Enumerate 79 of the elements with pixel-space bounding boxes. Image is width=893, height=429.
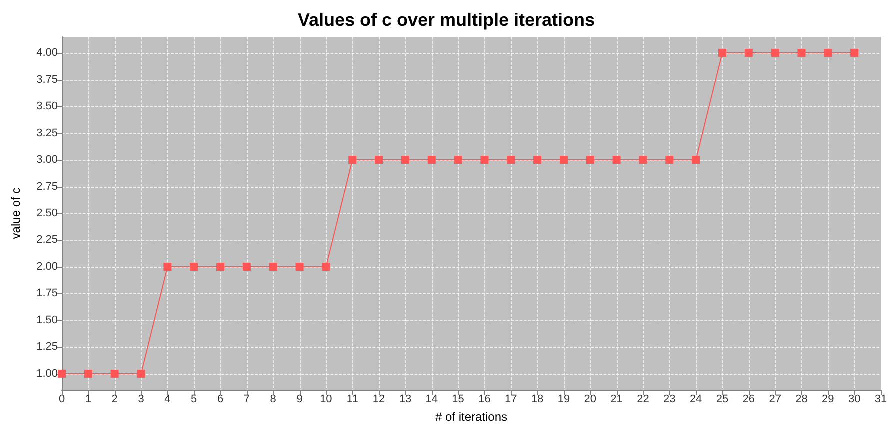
x-tick-label: 29 [822, 394, 834, 406]
x-tick-label: 25 [716, 394, 729, 406]
point [718, 49, 726, 58]
chart-title: Values of c over multiple iterations [298, 10, 596, 30]
x-tick-label: 23 [664, 394, 676, 406]
point [375, 156, 384, 164]
point [639, 156, 648, 164]
x-tick-label: 9 [296, 394, 303, 406]
y-tick-label: 4.00 [36, 47, 58, 60]
x-tick-label: 22 [637, 394, 650, 406]
point [798, 49, 806, 58]
point [84, 370, 92, 378]
x-tick-label: 21 [610, 394, 623, 406]
y-tick-label: 1.25 [36, 341, 58, 354]
point [454, 156, 462, 164]
point [586, 156, 594, 164]
point [269, 262, 278, 271]
x-tick-label: 2 [112, 394, 118, 406]
x-tick-label: 17 [505, 394, 518, 406]
x-tick-label: 10 [320, 394, 332, 406]
x-tick-label: 27 [769, 394, 782, 406]
point [824, 49, 832, 58]
point [534, 156, 542, 164]
x-tick-label: 28 [796, 394, 808, 406]
point [110, 370, 119, 378]
point [771, 49, 780, 58]
point [428, 156, 436, 164]
point [401, 156, 410, 164]
x-tick-label: 19 [558, 394, 570, 406]
y-tick-label: 1.50 [36, 314, 58, 326]
y-tick-label: 2.75 [36, 180, 58, 193]
x-tick-label: 5 [191, 394, 198, 406]
x-tick-label: 6 [217, 394, 224, 406]
point [58, 370, 66, 378]
point [560, 156, 568, 164]
point [666, 156, 674, 164]
x-tick-label: 26 [742, 394, 756, 406]
y-tick-label: 2.25 [36, 234, 58, 246]
point [348, 156, 357, 164]
x-tick-label: 24 [690, 394, 702, 406]
y-tick-label: 3.00 [36, 154, 58, 166]
point [850, 49, 859, 58]
point [612, 156, 621, 164]
point [322, 262, 330, 271]
x-tick-label: 0 [58, 394, 66, 406]
x-tick-label: 11 [346, 394, 358, 406]
y-axis-title: value of c [9, 188, 23, 240]
point [137, 370, 146, 378]
x-tick-label: 20 [584, 394, 597, 406]
x-tick-label: 30 [848, 394, 861, 406]
y-tick-label: 1.00 [36, 368, 58, 380]
y-tick-label: 2.00 [36, 260, 58, 273]
x-tick-label: 16 [478, 394, 491, 406]
point [242, 262, 251, 271]
x-tick-label: 3 [138, 394, 144, 406]
point [480, 156, 489, 164]
x-tick-label: 31 [874, 394, 888, 406]
x-tick-label: 4 [164, 394, 171, 406]
x-tick-label: 14 [426, 394, 438, 406]
x-tick-label: 8 [270, 394, 276, 406]
x-axis-title: # of iterations [435, 410, 508, 424]
x-tick-label: 1 [85, 394, 92, 406]
x-tick-label: 15 [452, 394, 464, 406]
point [296, 262, 304, 271]
x-tick-label: 12 [372, 394, 386, 406]
y-tick-label: 2.50 [36, 208, 58, 220]
y-tick-label: 3.25 [36, 127, 58, 140]
point [216, 262, 225, 271]
y-tick-label: 1.75 [36, 288, 58, 300]
y-tick-label: 3.50 [36, 100, 58, 113]
x-tick-label: 13 [399, 394, 412, 406]
point [744, 49, 753, 58]
point [692, 156, 700, 164]
y-tick-label: 3.75 [36, 74, 58, 86]
point [164, 262, 172, 271]
point [507, 156, 516, 164]
x-tick-label: 7 [244, 394, 250, 406]
x-tick-label: 18 [531, 394, 544, 406]
point [190, 262, 198, 271]
